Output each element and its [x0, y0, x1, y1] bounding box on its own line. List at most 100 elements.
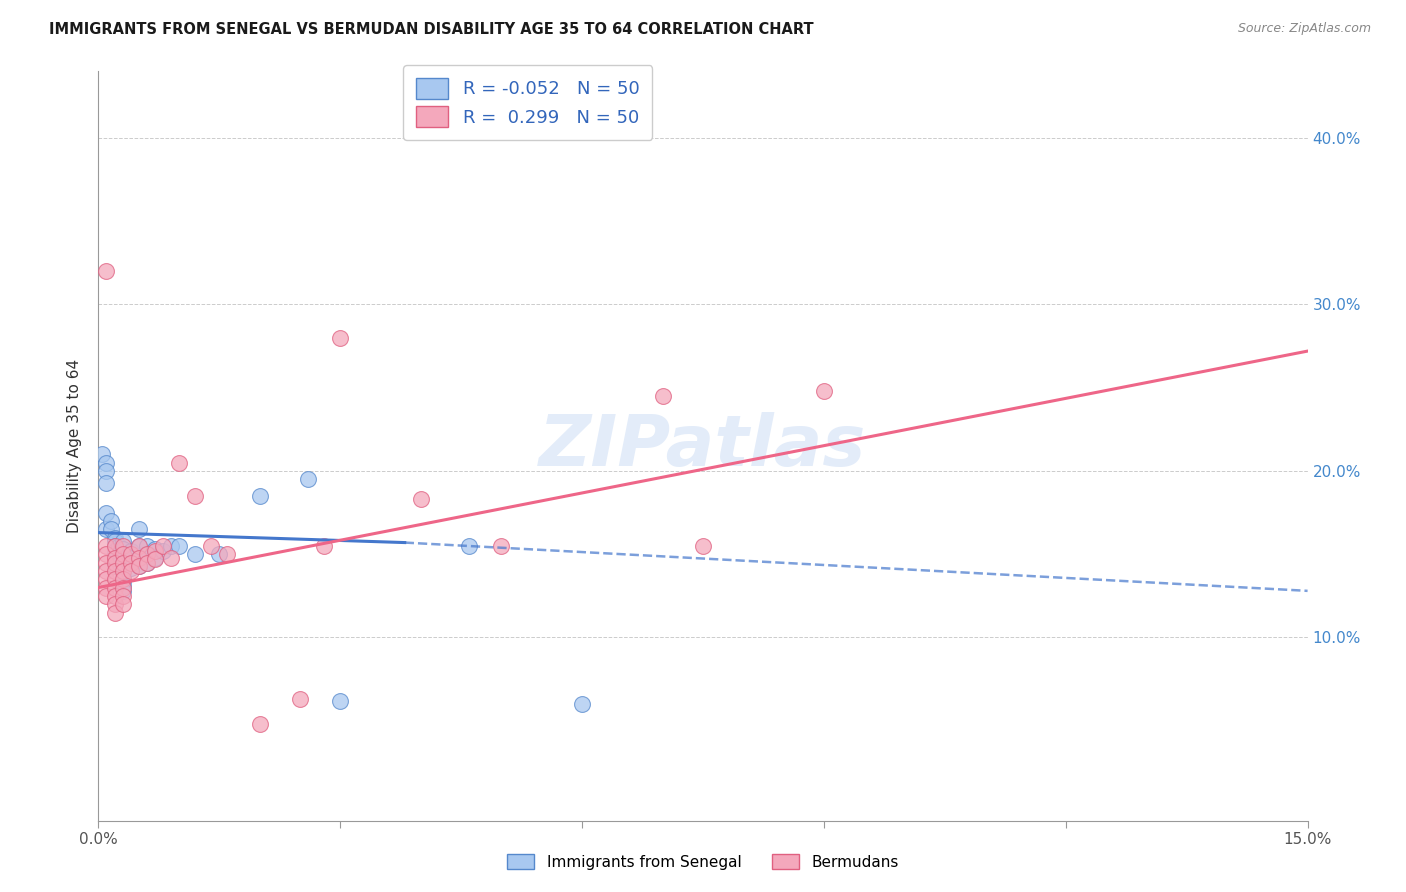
- Point: [208, 547, 231, 561]
- Point: [96, 456, 118, 470]
- Point: [96, 539, 118, 553]
- Point: [111, 533, 134, 548]
- Point: [96, 506, 118, 520]
- Point: [96, 572, 118, 586]
- Point: [813, 384, 835, 398]
- Point: [96, 522, 118, 536]
- Point: [128, 550, 150, 565]
- Point: [184, 489, 207, 503]
- Point: [111, 589, 134, 603]
- Point: [96, 464, 118, 478]
- Point: [128, 558, 150, 573]
- Point: [96, 564, 118, 578]
- Point: [96, 264, 118, 278]
- Point: [103, 539, 125, 553]
- Point: [103, 544, 125, 558]
- Point: [91, 447, 114, 461]
- Point: [120, 550, 142, 565]
- Point: [120, 556, 142, 570]
- Point: [128, 539, 150, 553]
- Point: [571, 697, 593, 711]
- Text: Source: ZipAtlas.com: Source: ZipAtlas.com: [1237, 22, 1371, 36]
- Point: [111, 569, 134, 583]
- Point: [135, 539, 157, 553]
- Point: [167, 456, 190, 470]
- Point: [96, 475, 118, 490]
- Point: [111, 539, 134, 553]
- Point: [120, 564, 142, 578]
- Point: [96, 547, 118, 561]
- Point: [96, 556, 118, 570]
- Text: IMMIGRANTS FROM SENEGAL VS BERMUDAN DISABILITY AGE 35 TO 64 CORRELATION CHART: IMMIGRANTS FROM SENEGAL VS BERMUDAN DISA…: [49, 22, 814, 37]
- Point: [297, 472, 319, 486]
- Point: [103, 550, 125, 565]
- Point: [135, 547, 157, 561]
- Point: [128, 522, 150, 536]
- Point: [100, 522, 122, 536]
- Point: [111, 547, 134, 561]
- Point: [103, 597, 125, 611]
- Point: [143, 550, 166, 565]
- Point: [111, 581, 134, 595]
- Point: [103, 531, 125, 545]
- Point: [152, 544, 174, 558]
- Point: [103, 533, 125, 548]
- Point: [491, 539, 513, 553]
- Point: [249, 489, 271, 503]
- Point: [111, 542, 134, 557]
- Point: [651, 389, 673, 403]
- Point: [103, 606, 125, 620]
- Point: [329, 331, 352, 345]
- Point: [160, 539, 183, 553]
- Point: [96, 589, 118, 603]
- Point: [217, 547, 239, 561]
- Point: [103, 539, 125, 553]
- Point: [103, 550, 125, 565]
- Point: [111, 550, 134, 565]
- Point: [120, 556, 142, 570]
- Point: [135, 556, 157, 570]
- Y-axis label: Disability Age 35 to 64: Disability Age 35 to 64: [67, 359, 83, 533]
- Point: [111, 558, 134, 573]
- Point: [111, 572, 134, 586]
- Point: [100, 514, 122, 528]
- Point: [107, 539, 129, 553]
- Point: [120, 560, 142, 574]
- Point: [143, 542, 166, 557]
- Point: [143, 544, 166, 558]
- Point: [103, 556, 125, 570]
- Point: [288, 692, 311, 706]
- Point: [111, 574, 134, 588]
- Point: [458, 539, 481, 553]
- Point: [692, 539, 714, 553]
- Point: [135, 547, 157, 561]
- Point: [143, 552, 166, 566]
- Point: [111, 556, 134, 570]
- Text: ZIPatlas: ZIPatlas: [540, 411, 866, 481]
- Point: [103, 581, 125, 595]
- Point: [111, 564, 134, 578]
- Point: [184, 547, 207, 561]
- Point: [103, 564, 125, 578]
- Point: [249, 717, 271, 731]
- Point: [128, 550, 150, 565]
- Point: [111, 597, 134, 611]
- Point: [329, 694, 352, 708]
- Point: [96, 581, 118, 595]
- Point: [167, 539, 190, 553]
- Point: [111, 583, 134, 598]
- Point: [111, 564, 134, 578]
- Point: [409, 492, 432, 507]
- Point: [103, 589, 125, 603]
- Point: [200, 539, 222, 553]
- Point: [128, 539, 150, 553]
- Point: [314, 539, 336, 553]
- Point: [152, 539, 174, 553]
- Point: [103, 572, 125, 586]
- Point: [103, 556, 125, 570]
- Point: [120, 547, 142, 561]
- Point: [120, 544, 142, 558]
- Point: [111, 579, 134, 593]
- Point: [128, 558, 150, 573]
- Legend: R = -0.052   N = 50, R =  0.299   N = 50: R = -0.052 N = 50, R = 0.299 N = 50: [404, 65, 652, 140]
